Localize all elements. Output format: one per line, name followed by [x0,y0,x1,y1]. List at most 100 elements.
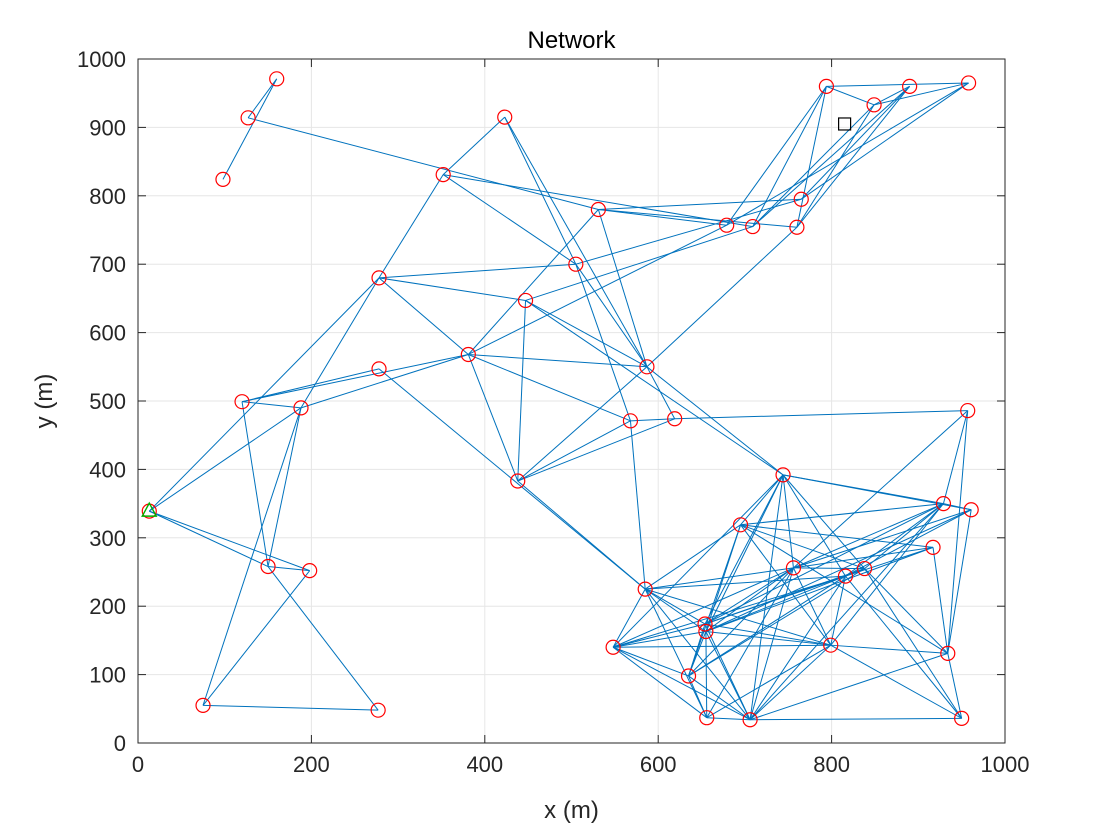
network-node [837,568,854,584]
y-tick-label: 100 [89,663,126,688]
network-node [823,637,839,653]
network-node [697,616,713,632]
network-edge [517,420,631,482]
network-edge [525,300,648,368]
network-edge [267,407,302,567]
network-edge [504,116,648,368]
x-tick-label: 600 [640,752,677,777]
y-tick-label: 400 [89,457,126,482]
network-edge [726,82,969,226]
y-axis-label: y (m) [31,374,58,429]
network-node [605,639,621,655]
network-edge [148,277,380,512]
network-edge [468,224,727,355]
network-node [719,217,735,233]
network-edge [873,82,969,106]
network-node [215,171,231,187]
network-node [935,496,952,512]
network-edge [468,354,631,422]
network-node [234,394,250,410]
network-node [732,517,749,533]
network-edge [442,174,577,265]
network-edge [517,480,646,590]
network-edge [706,644,831,719]
network-node [435,166,451,183]
network-edge [740,474,784,526]
network-node [963,502,979,518]
network-edge [705,631,831,646]
network-node [240,110,256,126]
network-node [954,710,970,726]
network-edge [612,623,706,648]
network-edge [241,401,269,567]
network-edge [645,567,794,590]
y-tick-label: 500 [89,389,126,414]
x-tick-label: 400 [466,752,503,777]
network-edge [646,226,798,368]
network-edge [646,366,784,476]
network-node [818,78,834,94]
network-edge [202,570,311,706]
network-node [742,712,758,728]
network-edge [517,300,527,482]
network-edge [688,631,707,677]
network-edge [749,567,794,720]
network-node [637,581,653,597]
network-edge [740,503,944,526]
y-tick-label: 800 [89,184,126,209]
network-edge [644,588,751,721]
nodes [141,71,979,728]
network-edge [148,407,302,512]
network-edge [525,300,784,476]
network-edge [644,588,707,632]
network-edge [443,174,753,228]
network-edge [864,568,949,654]
network-edge [793,410,969,569]
network-edge [826,85,875,106]
network-edge [705,567,794,632]
network-edge [241,353,469,403]
network-node [371,361,387,377]
network-edge [750,717,962,721]
network-edge [726,86,827,226]
network-edge [793,509,972,569]
network-edge [782,474,865,569]
network-node [517,292,534,309]
edges [148,78,972,721]
network-edge [749,644,832,721]
network-node [745,218,761,235]
network-edge [782,474,794,568]
network-edge [612,646,689,677]
network-edge [826,82,969,87]
network-edge [241,401,302,409]
network-edge [704,575,846,625]
network-edge [300,354,469,409]
y-tick-label: 300 [89,526,126,551]
network-edge [749,575,846,721]
network-edge [575,198,802,265]
network-edge [782,474,846,577]
network-edge [378,263,576,279]
x-axis-label: x (m) [544,797,599,824]
network-node [960,402,976,419]
network-edge [749,652,948,721]
network-node [260,558,276,575]
network-edge [752,104,875,227]
network-edge [943,503,972,511]
x-tick-label: 0 [132,752,144,777]
network-node [793,191,809,207]
markers [141,117,852,517]
network-edge [864,503,944,569]
network-edge [247,117,599,210]
network-node [789,219,805,235]
network-edge [202,407,302,706]
network-edge [598,208,797,228]
network-node [195,697,211,713]
network-edge [830,575,846,646]
network-edge [845,503,944,577]
network-node [293,400,309,416]
network-edge [612,646,708,719]
network-edge [704,474,784,625]
network-edge [705,509,972,632]
network-edge [864,568,963,719]
